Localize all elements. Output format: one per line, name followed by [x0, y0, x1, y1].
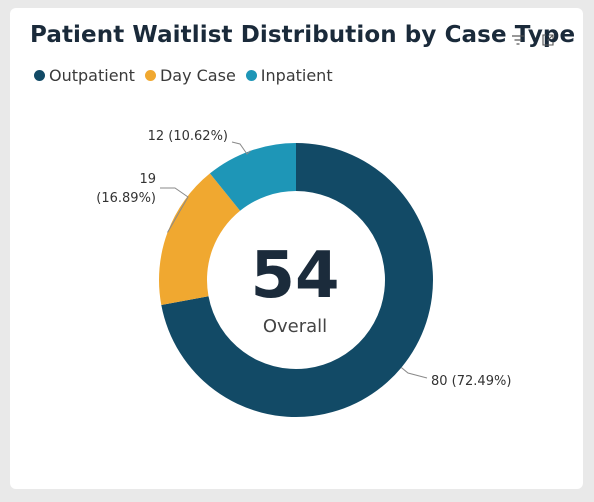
data-label: 12 (10.62%) — [148, 129, 228, 144]
legend-marker — [245, 70, 257, 81]
data-label: 19 (16.89%) — [96, 172, 156, 206]
donut-chart: 80 (72.49%) 19 (16.89%) 12 (10.62%) 54 Over… — [96, 129, 511, 417]
leader-line — [160, 187, 189, 233]
slice-inpatient[interactable] — [209, 143, 296, 211]
legend-label: Day Case — [159, 66, 236, 85]
center-label: Overall — [263, 316, 327, 337]
center-value: 54 — [250, 239, 339, 313]
data-label: 80 (72.49%) — [431, 374, 511, 389]
filter-icon[interactable] — [508, 30, 528, 50]
legend-label: Inpatient — [260, 66, 333, 85]
legend-item-inpatient[interactable]: Inpatient — [245, 66, 333, 85]
leader-line — [231, 141, 251, 155]
legend-marker — [34, 70, 45, 81]
chart-legend: Outpatient Day Case Inpatient — [34, 66, 343, 85]
chart-title: Patient Waitlist Distribution by Case Ty… — [30, 22, 576, 48]
chart-card: Patient Waitlist Distribution by Case Ty… — [10, 8, 583, 489]
data-labels: 80 (72.49%) 19 (16.89%) 12 (10.62%) — [96, 129, 511, 389]
slice-day-case[interactable] — [159, 173, 241, 306]
legend-item-day-case[interactable]: Day Case — [144, 66, 236, 85]
legend-marker — [144, 70, 156, 81]
visual-toolbar — [508, 30, 558, 50]
legend-item-outpatient[interactable]: Outpatient — [34, 66, 135, 85]
slice-outpatient[interactable] — [161, 143, 434, 417]
leader-lines — [160, 141, 428, 379]
leader-line — [401, 367, 428, 379]
donut-slices — [159, 143, 434, 417]
legend-label: Outpatient — [49, 66, 135, 85]
expand-icon[interactable] — [538, 30, 558, 50]
